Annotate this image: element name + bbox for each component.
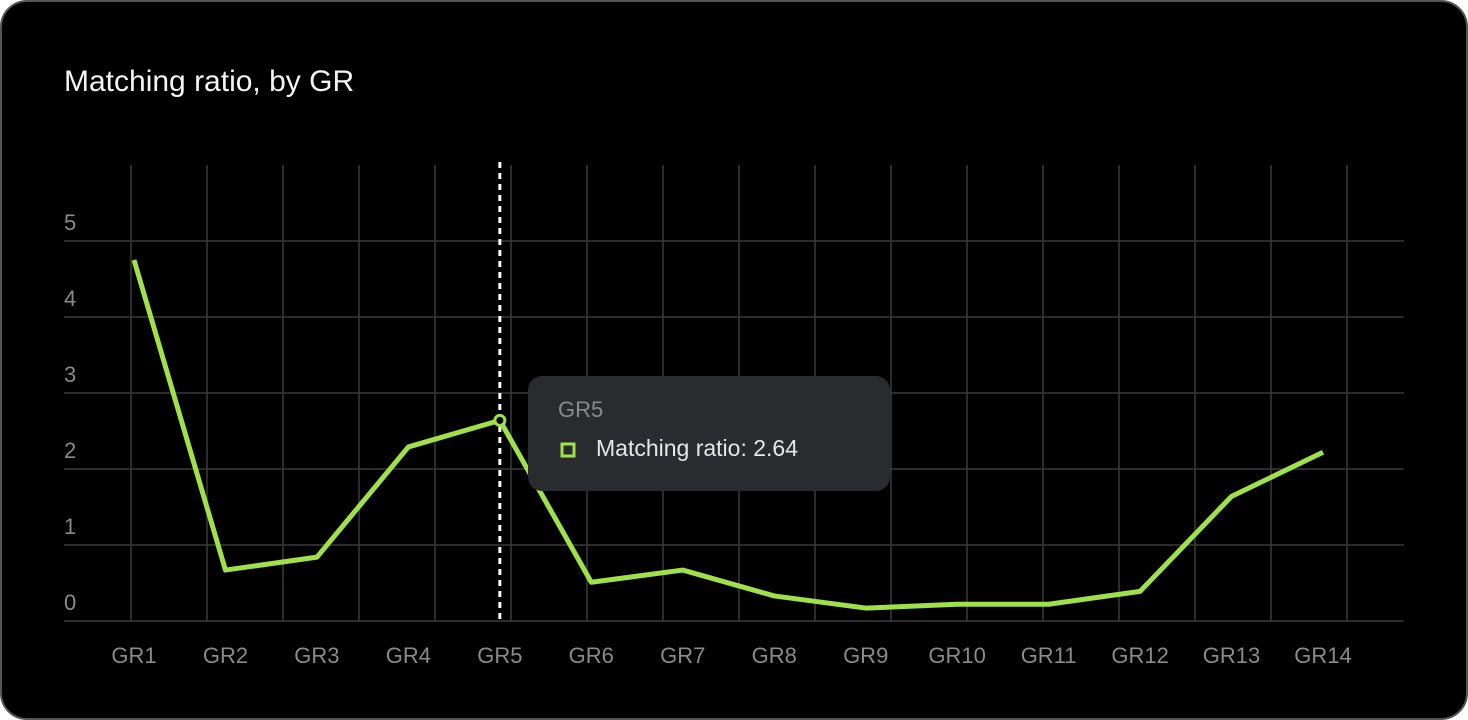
y-tick-label: 2 xyxy=(64,438,76,463)
x-tick-label: GR13 xyxy=(1203,643,1260,668)
y-tick-label: 1 xyxy=(64,514,76,539)
x-tick-label: GR10 xyxy=(928,643,985,668)
hover-point xyxy=(493,413,507,427)
tooltip-text: Matching ratio: 2.64 xyxy=(596,435,798,461)
x-tick-label: GR12 xyxy=(1111,643,1168,668)
x-tick-label: GR7 xyxy=(660,643,705,668)
tooltip-category: GR5 xyxy=(558,397,603,422)
x-tick-label: GR4 xyxy=(386,643,431,668)
x-tick-label: GR1 xyxy=(111,643,156,668)
x-tick-label: GR8 xyxy=(752,643,797,668)
y-tick-label: 3 xyxy=(64,362,76,387)
y-tick-label: 4 xyxy=(64,286,76,311)
y-tick-label: 5 xyxy=(64,210,76,235)
x-tick-label: GR11 xyxy=(1021,643,1077,668)
x-tick-label: GR14 xyxy=(1294,643,1351,668)
tooltip xyxy=(528,376,890,491)
y-tick-label: 0 xyxy=(64,590,76,615)
x-tick-label: GR6 xyxy=(569,643,614,668)
x-tick-label: GR3 xyxy=(294,643,339,668)
x-tick-label: GR9 xyxy=(843,643,888,668)
chart-title: Matching ratio, by GR xyxy=(64,65,354,98)
data-line xyxy=(131,259,1325,611)
x-tick-label: GR5 xyxy=(477,643,522,668)
x-tick-label: GR2 xyxy=(203,643,248,668)
tooltip-swatch xyxy=(560,442,576,458)
